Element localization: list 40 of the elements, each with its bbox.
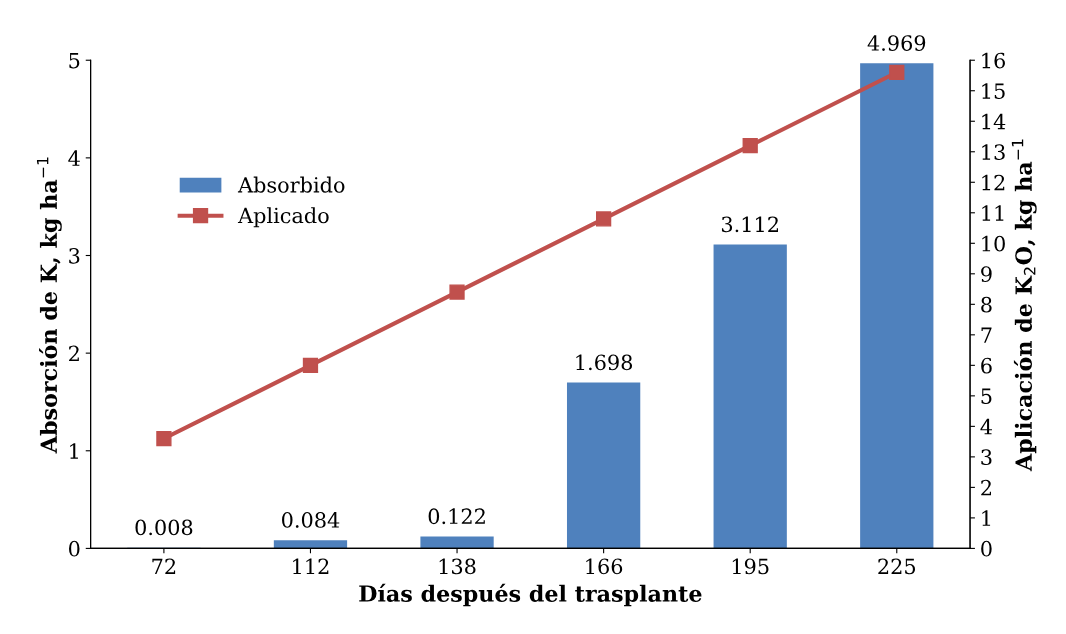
data-label: 0.008	[135, 519, 193, 536]
data-label: 3.112	[721, 216, 778, 233]
data-label: 0.122	[428, 508, 485, 525]
y2-tick-label: 9	[981, 266, 992, 283]
y-tick-label: 3	[69, 247, 80, 264]
y2-tick-label: 13	[982, 144, 1005, 160]
x-axis-title: Días después del trasplante	[359, 583, 702, 607]
data-label: 4.969	[867, 35, 926, 51]
y-tick-label: 0	[69, 540, 80, 557]
y2-tick-label: 14	[982, 113, 1006, 130]
y2-tick-label: 11	[982, 205, 1004, 221]
legend-label: Aplicado	[237, 207, 329, 228]
y-tick-label: 5	[69, 52, 80, 69]
y2-tick-label: 12	[982, 174, 1005, 191]
y2-tick-label: 5	[981, 388, 992, 405]
legend-label: Absorbido	[237, 176, 345, 193]
y2-tick-label: 15	[982, 83, 1005, 99]
x-tick-label: 72	[152, 558, 176, 574]
y2-tick-label: 0	[981, 540, 992, 557]
y2-tick-label: 10	[982, 235, 1005, 252]
y2-axis-title: Aplicación de K$_{2}$O, kg ha$^{−1}$	[1011, 139, 1037, 472]
y2-tick-label: 16	[982, 52, 1005, 69]
y-tick-label: 1	[70, 443, 78, 459]
data-label: 1.698	[576, 354, 633, 371]
y2-tick-label: 8	[981, 296, 992, 313]
y2-tick-label: 4	[980, 418, 992, 435]
y-tick-label: 4	[68, 150, 80, 166]
x-tick-label: 166	[586, 558, 623, 575]
y2-tick-label: 3	[981, 449, 992, 466]
x-tick-label: 138	[439, 558, 476, 575]
x-tick-label: 195	[732, 558, 769, 575]
y2-tick-label: 1	[982, 510, 991, 526]
x-tick-label: 225	[878, 558, 916, 575]
y2-tick-label: 2	[981, 479, 991, 496]
y-tick-label: 2	[69, 345, 79, 362]
y2-tick-label: 7	[981, 327, 992, 343]
data-label: 0.084	[282, 512, 340, 528]
y2-tick-label: 6	[981, 357, 992, 374]
x-tick-label: 112	[293, 558, 329, 574]
y-axis-title: Absorción de K, kg ha$^{−1}$	[36, 157, 62, 454]
